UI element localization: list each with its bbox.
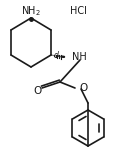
Text: NH$_2$: NH$_2$ bbox=[21, 4, 41, 18]
Text: O: O bbox=[79, 83, 87, 93]
Text: $d$: $d$ bbox=[53, 49, 60, 60]
Text: NH: NH bbox=[72, 52, 87, 62]
Text: O: O bbox=[34, 86, 42, 96]
Text: HCl: HCl bbox=[70, 6, 87, 16]
